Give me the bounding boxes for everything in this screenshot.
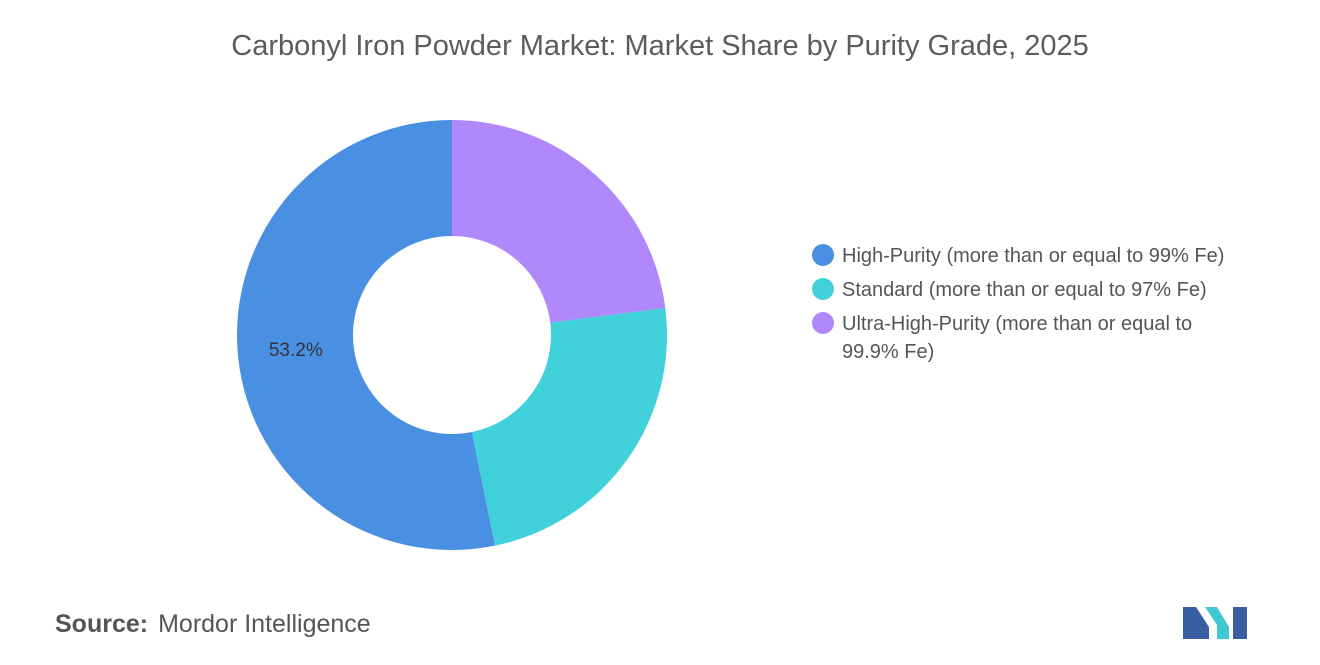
- legend-item-standard: Standard (more than or equal to 97% Fe): [812, 276, 1252, 304]
- legend-swatch-standard: [812, 278, 834, 300]
- chart-title: Carbonyl Iron Powder Market: Market Shar…: [231, 30, 1089, 62]
- source-prefix: Source:: [55, 610, 149, 638]
- data-label-0: 53.2%: [269, 340, 323, 361]
- source-name: Mordor Intelligence: [158, 610, 371, 638]
- legend-swatch-ultra-high-purity: [812, 312, 834, 334]
- legend-label-high-purity: High-Purity (more than or equal to 99% F…: [842, 245, 1225, 267]
- legend-swatch-high-purity: [812, 244, 834, 266]
- legend-label-standard: Standard (more than or equal to 97% Fe): [842, 279, 1207, 301]
- data-labels: 53.2%: [269, 340, 323, 361]
- chart-legend: High-Purity (more than or equal to 99% F…: [812, 242, 1252, 372]
- donut-slice-0: [236, 120, 495, 550]
- source-note: Source: Mordor Intelligence: [55, 610, 371, 639]
- donut-slice-2: [452, 120, 666, 323]
- legend-item-high-purity: High-Purity (more than or equal to 99% F…: [812, 242, 1252, 270]
- legend-label-ultra-high-purity: Ultra-High-Purity (more than or equal to…: [842, 313, 1193, 363]
- donut-slices: [236, 120, 667, 550]
- legend-item-ultra-high-purity: Ultra-High-Purity (more than or equal to…: [812, 310, 1252, 366]
- donut-slice-1: [471, 308, 667, 546]
- mordor-intelligence-logo-icon: [1183, 607, 1247, 639]
